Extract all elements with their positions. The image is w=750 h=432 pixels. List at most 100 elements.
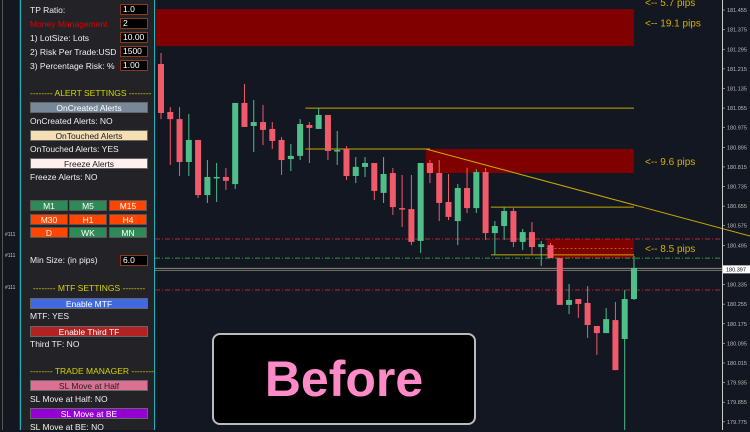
axis-price-label: 180.175 <box>727 322 747 328</box>
min-size-input[interactable]: 6.0 <box>120 255 148 266</box>
lot-size-input[interactable]: 10.00 <box>120 32 148 43</box>
axis-price-label: 181.135 <box>727 86 747 92</box>
timeframe-button-mn[interactable]: MN <box>109 227 147 238</box>
freeze-status: Freeze Alerts: NO <box>30 172 98 182</box>
bullish-candle <box>232 102 239 185</box>
bearish-candle <box>445 201 452 217</box>
bullish-candle <box>603 319 610 334</box>
bearish-candle <box>222 176 229 181</box>
timeframe-button-h1[interactable]: H1 <box>69 214 107 225</box>
timeframe-button-wk[interactable]: WK <box>69 227 107 238</box>
axis-price-label: 180.495 <box>727 243 747 249</box>
bearish-candle <box>343 149 350 176</box>
bullish-candle <box>417 162 424 241</box>
sl-move-be-button[interactable]: SL Move at BE <box>30 408 148 419</box>
bearish-candle <box>510 211 517 242</box>
bullish-candle <box>213 176 220 179</box>
bearish-candle <box>158 63 164 113</box>
percentage-risk-input[interactable]: 1.00 <box>120 60 148 71</box>
bullish-candle <box>362 162 369 167</box>
timeframe-button-m30[interactable]: M30 <box>30 214 68 225</box>
axis-price-label: 180.815 <box>727 165 747 171</box>
axis-price-label: 180.095 <box>727 341 747 347</box>
current-price-label: 180.397 <box>726 267 746 273</box>
axis-price-label: 180.575 <box>727 224 747 230</box>
bullish-candle <box>380 174 387 193</box>
bullish-candle <box>566 300 573 305</box>
sl-move-half-button[interactable]: SL Move at Half <box>30 380 148 391</box>
timeframe-button-h4[interactable]: H4 <box>109 214 147 225</box>
bearish-candle <box>176 119 183 163</box>
axis-price-label: 179.855 <box>727 400 747 406</box>
bullish-candle <box>630 267 637 300</box>
strip-line <box>2 0 3 430</box>
axis-price-label: 181.055 <box>727 106 747 112</box>
bearish-candle <box>241 102 248 127</box>
sl-be-status: SL Move at BE: NO <box>30 422 104 432</box>
bearish-candle <box>389 173 396 208</box>
timeframe-button-m15[interactable]: M15 <box>109 200 147 211</box>
axis-price-label: 180.015 <box>727 361 747 367</box>
trade-manager-heading: -------- TRADE MANAGER -------- <box>30 366 155 376</box>
bearish-candle <box>195 139 202 196</box>
bullish-candle <box>621 299 628 339</box>
tp-ratio-input[interactable]: 1.0 <box>120 4 148 15</box>
axis-price-label: 179.775 <box>727 420 747 426</box>
min-size-label: Min Size: (in pips) <box>30 255 98 265</box>
mtf-status: MTF: YES <box>30 311 70 321</box>
bullish-candle <box>315 114 322 129</box>
axis-price-label: 180.335 <box>727 283 747 289</box>
left-strip: #111 #111 #111 <box>0 0 20 430</box>
enable-mtf-button[interactable]: Enable MTF <box>30 298 148 309</box>
bearish-candle <box>612 320 619 371</box>
pip-label: <-- 5.7 pips <box>645 0 695 9</box>
sl-half-status: SL Move at Half: NO <box>30 394 108 404</box>
price-axis-line <box>722 0 723 430</box>
third-tf-status: Third TF: NO <box>30 339 80 349</box>
axis-price-label: 180.975 <box>727 126 747 132</box>
mtf-settings-heading: -------- MTF SETTINGS -------- <box>32 283 146 293</box>
object-tag: #111 <box>5 232 16 238</box>
axis-price-label: 181.455 <box>727 8 747 14</box>
enable-third-tf-button[interactable]: Enable Third TF <box>30 326 148 337</box>
supply-zone <box>546 238 634 259</box>
bearish-candle <box>556 258 563 305</box>
bearish-candle <box>324 114 331 151</box>
bearish-candle <box>584 302 591 325</box>
settings-panel: TP Ratio: 1.0 Money Management 2 1) LotS… <box>20 0 155 432</box>
percentage-risk-label: 3) Percentage Risk: % <box>30 61 115 71</box>
object-tag: #111 <box>5 253 16 259</box>
pip-label: <-- 19.1 pips <box>645 18 701 29</box>
trend-line <box>425 148 750 237</box>
timeframe-button-d[interactable]: D <box>30 227 68 238</box>
money-management-input[interactable]: 2 <box>120 18 148 29</box>
axis-price-label: 180.255 <box>727 302 747 308</box>
bearish-candle <box>408 209 415 242</box>
axis-price-label: 179.935 <box>727 381 747 387</box>
bearish-candle <box>399 208 406 210</box>
ontouched-status: OnTouched Alerts: YES <box>30 144 119 154</box>
timeframe-button-m1[interactable]: M1 <box>30 200 68 211</box>
bullish-candle <box>519 232 526 242</box>
axis-price-label: 181.215 <box>727 67 747 73</box>
pip-label: <-- 8.5 pips <box>645 244 695 255</box>
before-label: Before <box>212 333 476 425</box>
object-tag: #111 <box>5 285 16 291</box>
bearish-candle <box>436 173 443 203</box>
bullish-candle <box>185 139 192 163</box>
timeframe-button-m5[interactable]: M5 <box>69 200 107 211</box>
bearish-candle <box>528 232 535 248</box>
oncreated-alerts-button[interactable]: OnCreated Alerts <box>30 102 148 113</box>
tp-ratio-label: TP Ratio: <box>30 5 66 15</box>
bearish-candle <box>464 187 471 209</box>
bearish-candle <box>306 125 313 128</box>
risk-per-trade-input[interactable]: 1500 <box>120 46 148 57</box>
bullish-candle <box>501 211 508 226</box>
bearish-candle <box>260 122 267 130</box>
alert-settings-heading: -------- ALERT SETTINGS -------- <box>30 88 152 98</box>
ontouched-alerts-button[interactable]: OnTouched Alerts <box>30 130 148 141</box>
bearish-candle <box>278 139 285 161</box>
bearish-candle <box>482 172 489 234</box>
freeze-alerts-button[interactable]: Freeze Alerts <box>30 158 148 169</box>
current-price-box <box>723 265 750 274</box>
